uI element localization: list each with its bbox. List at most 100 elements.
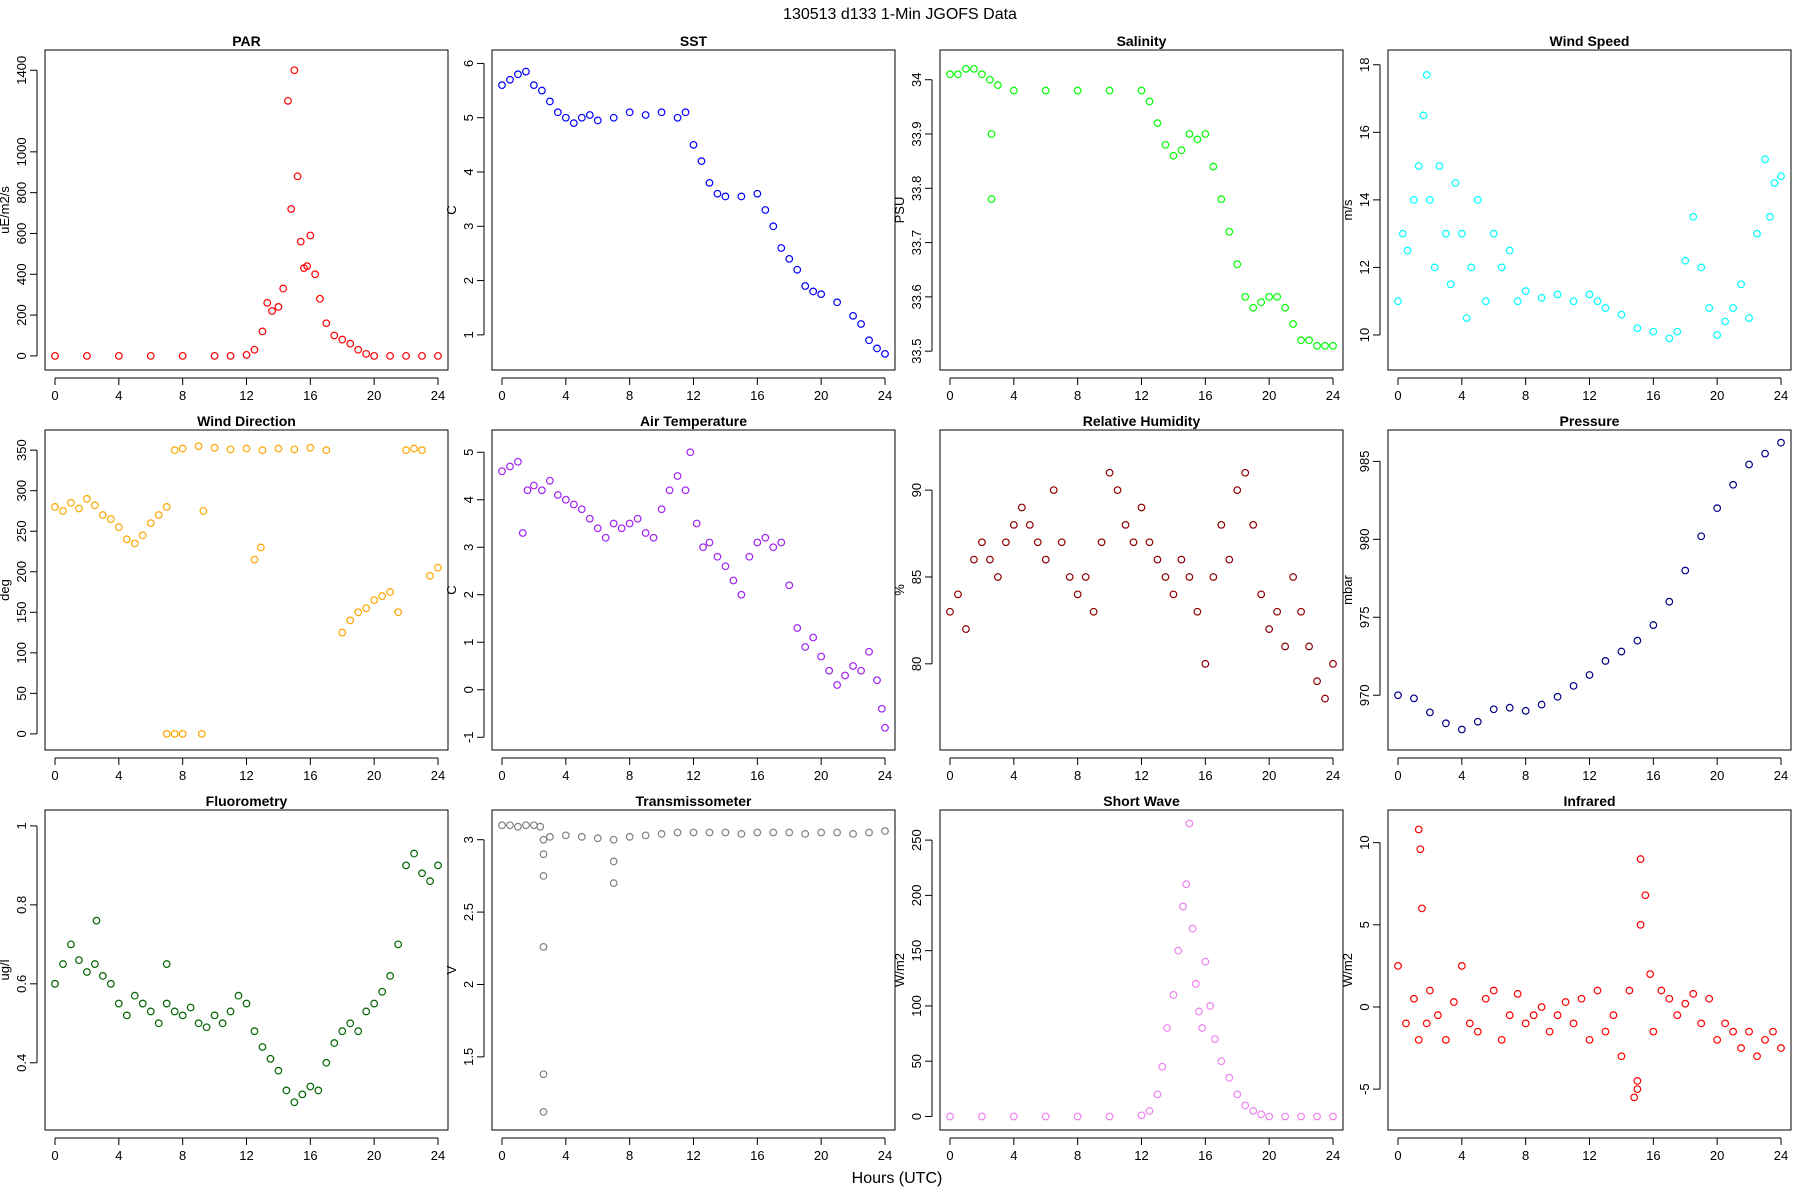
data-point — [1489, 986, 1498, 995]
data-point — [162, 960, 171, 968]
data-point — [1097, 538, 1106, 547]
x-tick-label: 4 — [1010, 1148, 1017, 1163]
data-point — [1765, 212, 1774, 221]
y-tick-label: 90 — [909, 483, 924, 497]
x-tick-label: 8 — [1074, 388, 1081, 403]
data-point — [1297, 1112, 1305, 1121]
data-point — [322, 1058, 331, 1067]
data-point — [1433, 1011, 1442, 1020]
panel-title: Infrared — [1563, 793, 1615, 809]
data-point — [865, 828, 873, 837]
data-point — [833, 828, 842, 837]
data-point — [514, 822, 522, 831]
x-tick-label: 4 — [1458, 1148, 1465, 1163]
data-point — [1422, 1019, 1431, 1028]
x-axis-label: Hours (UTC) — [852, 1170, 943, 1187]
data-point — [1185, 130, 1194, 138]
data-point — [673, 828, 682, 837]
y-tick-label: 100 — [14, 642, 29, 664]
data-point — [226, 351, 235, 360]
data-point — [194, 1019, 203, 1028]
data-point — [873, 344, 881, 353]
data-point — [569, 119, 578, 128]
data-point — [785, 828, 794, 837]
data-point — [1329, 341, 1337, 350]
data-point — [194, 442, 203, 451]
data-point — [282, 1086, 291, 1095]
data-point — [1761, 1035, 1769, 1044]
y-tick-label: 600 — [14, 223, 29, 245]
data-point — [745, 552, 754, 561]
data-point — [1305, 336, 1313, 345]
data-point — [825, 666, 834, 675]
data-point — [1065, 573, 1074, 581]
data-point — [1777, 172, 1785, 181]
x-tick-label: 12 — [1134, 768, 1148, 783]
data-point — [569, 500, 578, 509]
data-point — [657, 830, 666, 838]
data-point — [1153, 1090, 1162, 1099]
x-tick-label: 16 — [750, 1148, 764, 1163]
data-point — [1305, 642, 1313, 651]
data-point — [946, 70, 954, 79]
data-point — [498, 467, 506, 476]
data-point — [306, 443, 315, 452]
data-point — [817, 652, 826, 661]
data-point — [51, 351, 59, 360]
data-point — [506, 75, 514, 84]
x-tick-label: 20 — [814, 1148, 828, 1163]
data-point — [1441, 1035, 1450, 1044]
data-point — [857, 666, 865, 675]
data-point — [539, 942, 548, 951]
data-point — [154, 511, 163, 519]
y-tick-label: 1 — [461, 331, 476, 338]
data-point — [268, 307, 276, 315]
x-tick-label: 20 — [1262, 388, 1276, 403]
data-point — [1041, 1112, 1050, 1121]
y-tick-label: 50 — [14, 686, 29, 700]
x-tick-label: 0 — [946, 768, 953, 783]
data-point — [1689, 212, 1698, 221]
y-tick-label: 1 — [461, 639, 476, 646]
data-point — [1649, 327, 1658, 336]
data-point — [1457, 725, 1466, 734]
data-point — [146, 1007, 155, 1016]
data-point — [114, 351, 123, 360]
data-point — [1609, 1011, 1618, 1020]
x-tick-label: 8 — [1522, 388, 1529, 403]
data-point — [362, 349, 371, 358]
panel-title: Transmissometer — [636, 793, 752, 809]
data-point — [954, 70, 962, 79]
data-point — [330, 331, 339, 340]
data-point — [1105, 468, 1114, 477]
data-point — [1729, 1027, 1738, 1036]
data-point — [1601, 304, 1610, 312]
data-point — [1313, 341, 1321, 350]
data-point — [1673, 327, 1682, 336]
data-point — [1233, 1090, 1242, 1099]
data-point — [1217, 1057, 1226, 1066]
x-tick-label: 12 — [686, 768, 700, 783]
data-point — [370, 999, 379, 1008]
data-point — [1505, 703, 1514, 712]
data-point — [978, 538, 986, 547]
data-point — [761, 533, 770, 542]
data-point — [290, 1098, 299, 1107]
data-point — [178, 729, 187, 738]
y-tick-label: 985 — [1357, 451, 1372, 473]
data-point — [1446, 280, 1455, 289]
data-point — [1705, 994, 1714, 1003]
x-tick-label: 16 — [1198, 388, 1212, 403]
data-point — [178, 444, 187, 453]
data-point — [106, 515, 115, 523]
data-point — [978, 70, 986, 79]
data-point — [1001, 538, 1010, 547]
data-point — [162, 999, 171, 1008]
data-point — [114, 999, 123, 1008]
data-point — [1410, 994, 1418, 1003]
data-point — [1089, 607, 1098, 616]
chart-panel-0: PAR 0 4 8 12 16 20 24 0 200 400 600 800 1000 1400 uE/m2… — [0, 33, 449, 403]
data-point — [226, 1007, 235, 1016]
data-point — [1241, 468, 1250, 477]
